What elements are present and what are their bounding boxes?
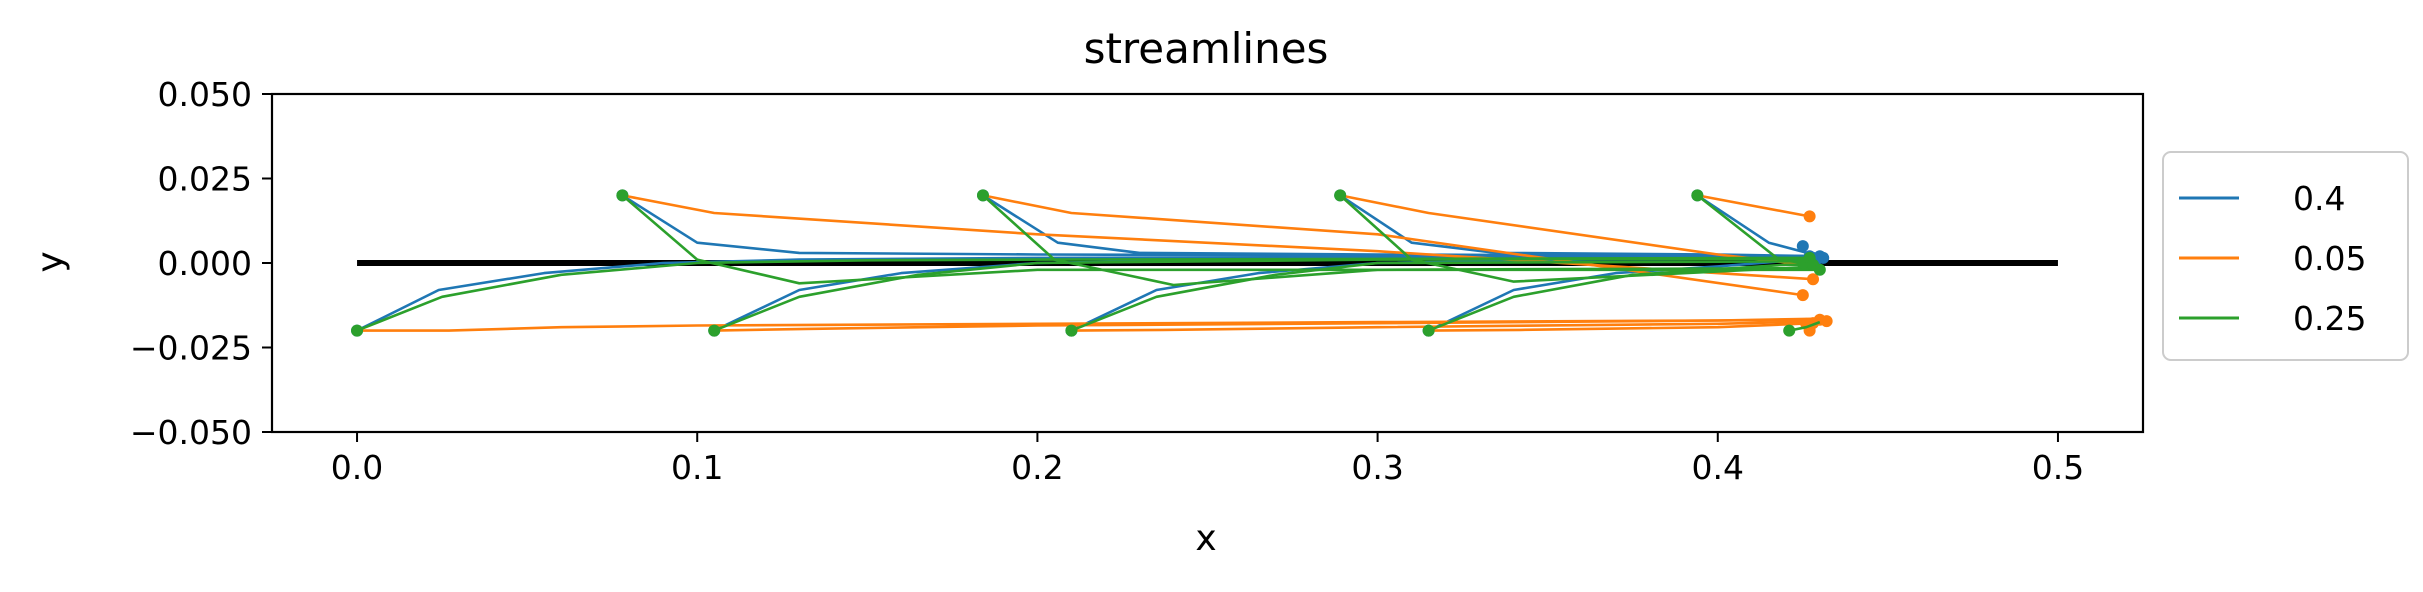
series-point <box>1820 315 1833 328</box>
series-line <box>356 254 1803 332</box>
series-line <box>982 194 1803 297</box>
legend-frame <box>2162 151 2409 361</box>
plot-area: 0.0 0.1 0.2 0.3 0.4 0.5 −0.050 −0.025 0.000 0.025… <box>130 75 2145 487</box>
series-line <box>1696 194 1803 265</box>
y-tick-label: 0.050 <box>158 75 252 114</box>
x-tick-label: 0.1 <box>671 448 723 487</box>
x-tick-label: 0.5 <box>2032 448 2084 487</box>
series-point <box>1422 324 1435 337</box>
series-line <box>1339 194 1820 283</box>
series-line <box>714 318 1820 332</box>
y-tick-label: 0.000 <box>158 244 252 283</box>
chart-title: streamlines <box>1084 24 1329 73</box>
y-tick-label: −0.050 <box>130 413 252 452</box>
series-point <box>1783 324 1796 337</box>
series-point <box>1807 273 1820 286</box>
series-point <box>1803 210 1816 223</box>
series-line <box>1071 319 1827 332</box>
series-line <box>621 194 1820 285</box>
series-point <box>616 189 629 202</box>
data-marks <box>351 189 2058 337</box>
y-tick-label: −0.025 <box>130 329 252 368</box>
x-tick-label: 0.4 <box>1692 448 1744 487</box>
series-point <box>708 324 721 337</box>
series-line <box>982 194 1820 287</box>
series-point <box>976 189 989 202</box>
series-line <box>1697 194 1810 218</box>
series-0-25 <box>351 189 1826 337</box>
x-axis-label: x <box>1195 518 1216 559</box>
series-point <box>1817 251 1830 264</box>
series-line <box>622 194 1814 281</box>
series-line <box>621 194 1820 258</box>
series-line <box>1339 194 1820 258</box>
x-tick-label: 0.3 <box>1351 448 1403 487</box>
legend-label: 0.05 <box>2293 239 2366 278</box>
series-point <box>1065 324 1078 337</box>
x-tick-label: 0.2 <box>1011 448 1063 487</box>
legend-label: 0.4 <box>2293 179 2345 218</box>
legend-label: 0.25 <box>2293 299 2366 338</box>
series-point <box>1796 289 1809 302</box>
series-point <box>351 324 364 337</box>
series-line <box>713 257 1810 332</box>
legend: 0.4 0.05 0.25 <box>2162 151 2409 361</box>
series-line <box>1428 321 1831 332</box>
series-line <box>1070 259 1814 332</box>
y-axis-label: y <box>30 251 71 272</box>
series-line <box>982 194 1820 258</box>
y-tick-label: 0.025 <box>158 160 252 199</box>
x-tick-label: 0.0 <box>331 448 383 487</box>
series-point <box>1813 263 1826 276</box>
series-0-05 <box>357 194 1833 337</box>
series-point <box>1796 240 1809 253</box>
series-line <box>1428 258 1803 332</box>
series-point <box>1334 189 1347 202</box>
series-point <box>1691 189 1704 202</box>
